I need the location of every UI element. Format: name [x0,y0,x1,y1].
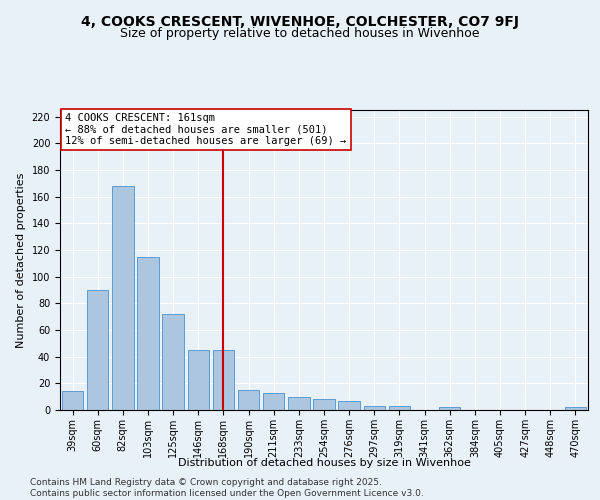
Bar [338,400,360,410]
Bar [389,406,410,410]
Bar [213,350,234,410]
Text: Size of property relative to detached houses in Wivenhoe: Size of property relative to detached ho… [120,28,480,40]
Bar [188,350,209,410]
Bar [62,392,83,410]
Bar [288,396,310,410]
Bar [87,290,109,410]
Y-axis label: Number of detached properties: Number of detached properties [16,172,26,348]
Text: 4 COOKS CRESCENT: 161sqm
← 88% of detached houses are smaller (501)
12% of semi-: 4 COOKS CRESCENT: 161sqm ← 88% of detach… [65,113,347,146]
Text: Contains HM Land Registry data © Crown copyright and database right 2025.
Contai: Contains HM Land Registry data © Crown c… [30,478,424,498]
Bar [565,408,586,410]
Bar [439,408,460,410]
Bar [364,406,385,410]
Bar [137,256,158,410]
Bar [263,392,284,410]
Bar [112,186,134,410]
Bar [238,390,259,410]
Bar [313,400,335,410]
Text: 4, COOKS CRESCENT, WIVENHOE, COLCHESTER, CO7 9FJ: 4, COOKS CRESCENT, WIVENHOE, COLCHESTER,… [81,15,519,29]
Bar [163,314,184,410]
Text: Distribution of detached houses by size in Wivenhoe: Distribution of detached houses by size … [178,458,470,468]
